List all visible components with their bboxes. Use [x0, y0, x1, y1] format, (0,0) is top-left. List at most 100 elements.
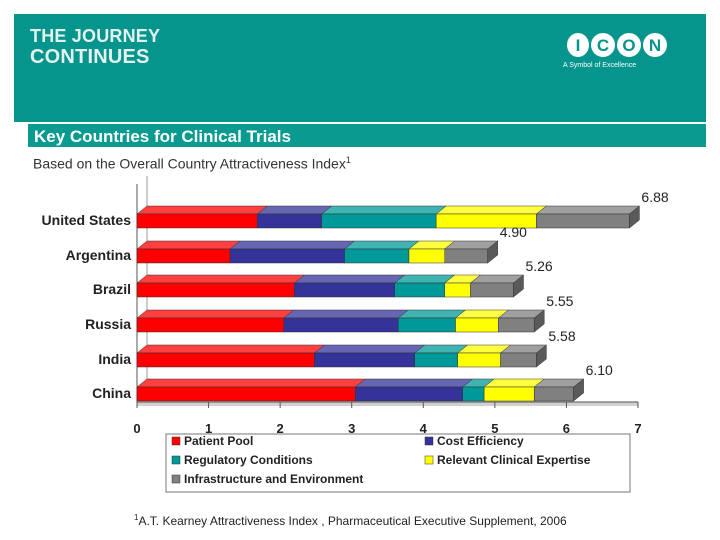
- legend-swatch: [171, 436, 181, 446]
- bar-segment: [455, 317, 499, 333]
- bar-segment: [444, 282, 471, 298]
- subtitle-footnote-ref: 1: [345, 155, 351, 165]
- bar-segment: [256, 213, 322, 229]
- logo-letter-3: O: [622, 36, 635, 55]
- footnote-text: A.T. Kearney Attractiveness Index , Phar…: [138, 514, 567, 528]
- legend-box: [165, 433, 631, 493]
- logo-badge-4: [643, 33, 667, 57]
- bar-side: [533, 309, 545, 333]
- category-label: India: [98, 351, 131, 367]
- bar-segment-top: [136, 344, 326, 354]
- bar-segment-top: [293, 274, 406, 284]
- total-label: 5.55: [546, 293, 573, 309]
- bar-segment: [536, 213, 630, 229]
- bar-segment: [498, 317, 535, 333]
- bar-segment-top: [343, 240, 420, 250]
- bar-segment-top: [483, 378, 545, 388]
- bar-segment-top: [313, 344, 426, 354]
- total-label: 6.10: [586, 362, 613, 378]
- x-tick-label: 6: [563, 421, 570, 436]
- bar-segment: [136, 213, 258, 229]
- bar-segment-top: [393, 274, 456, 284]
- bar-segment-top: [354, 378, 474, 388]
- logo-letter-2: C: [597, 36, 609, 55]
- bar-segment: [314, 352, 415, 368]
- legend-label: Cost Efficiency: [437, 434, 524, 448]
- bar-segment-top: [136, 378, 367, 388]
- icon-logo: I C O N: [567, 33, 667, 57]
- axis-floor: [137, 402, 638, 406]
- bar-side: [573, 378, 584, 402]
- legend-swatch: [171, 455, 181, 465]
- legend-swatch: [171, 474, 181, 484]
- bar-segment-top: [136, 309, 295, 319]
- brand-tagline: A Symbol of Excellence: [563, 62, 637, 69]
- bar-segment: [229, 248, 345, 264]
- bar-segment-top: [535, 205, 641, 215]
- bar-segment: [462, 386, 485, 402]
- bar-segment-top: [136, 205, 268, 215]
- title-bar: Key Countries for Clinical Trials: [28, 124, 706, 147]
- bar-side: [487, 240, 498, 264]
- bar-segment: [136, 248, 231, 264]
- bar-segment: [408, 248, 446, 264]
- total-label: 5.26: [525, 258, 552, 274]
- x-tick-label: 5: [491, 421, 498, 436]
- total-label: 5.58: [548, 328, 575, 344]
- bar-segment-top: [256, 205, 333, 215]
- bar-segment: [344, 248, 410, 264]
- logo-letter-1: I: [576, 36, 581, 55]
- category-label: Argentina: [66, 247, 132, 263]
- x-tick-label: 1: [205, 421, 212, 436]
- bar-side: [629, 205, 640, 229]
- bar-segment: [500, 352, 537, 368]
- footnote-ref: 1: [134, 513, 139, 522]
- x-tick-label: 2: [277, 421, 284, 436]
- bar-segment: [394, 282, 446, 298]
- brand-line-2: CONTINUES: [30, 46, 150, 68]
- total-label: 6.88: [641, 189, 668, 205]
- bar-segment: [321, 213, 437, 229]
- x-tick-label: 3: [348, 421, 355, 436]
- bar-segment-top: [320, 205, 447, 215]
- logo-badge-3: [617, 33, 641, 57]
- category-label: China: [92, 385, 131, 401]
- logo-badge-2: [591, 33, 615, 57]
- total-label: 4.90: [500, 224, 527, 240]
- category-label: Brazil: [93, 281, 131, 297]
- page-title: Key Countries for Clinical Trials: [34, 127, 291, 146]
- logo-letter-4: N: [649, 36, 661, 55]
- category-label: United States: [42, 212, 132, 228]
- bar-segment-top: [136, 274, 306, 284]
- chart-subtitle: Based on the Overall Country Attractiven…: [33, 155, 351, 172]
- legend-swatch: [424, 436, 434, 446]
- subtitle-text: Based on the Overall Country Attractiven…: [33, 155, 346, 172]
- bar-side: [536, 344, 547, 368]
- category-label: Russia: [85, 316, 131, 332]
- legend-label: Patient Pool: [184, 434, 253, 448]
- x-tick-label: 0: [133, 421, 140, 436]
- brand-line-1: THE JOURNEY: [30, 26, 161, 46]
- bar-segment: [136, 317, 284, 333]
- bar-segment: [136, 386, 356, 402]
- bar-segment: [444, 248, 488, 264]
- bar-segment: [355, 386, 463, 402]
- bar-segment: [397, 317, 456, 333]
- logo-badge-1: [567, 33, 589, 57]
- legend-label: Relevant Clinical Expertise: [437, 453, 591, 467]
- bar-side: [513, 274, 524, 298]
- bar-segment-top: [283, 309, 409, 319]
- bar-segment: [457, 352, 501, 368]
- bar-segment: [136, 352, 315, 368]
- legend-label: Regulatory Conditions: [184, 453, 313, 467]
- x-tick-label: 7: [634, 421, 641, 436]
- header-banner: [14, 14, 706, 122]
- bar-segment: [470, 282, 514, 298]
- bar-segment: [533, 386, 574, 402]
- bar-segment: [483, 386, 535, 402]
- footnote: 1A.T. Kearney Attractiveness Index , Pha…: [134, 513, 567, 528]
- bar-segment-top: [229, 240, 356, 250]
- legend-swatch: [424, 455, 434, 465]
- bar-segment: [136, 282, 295, 298]
